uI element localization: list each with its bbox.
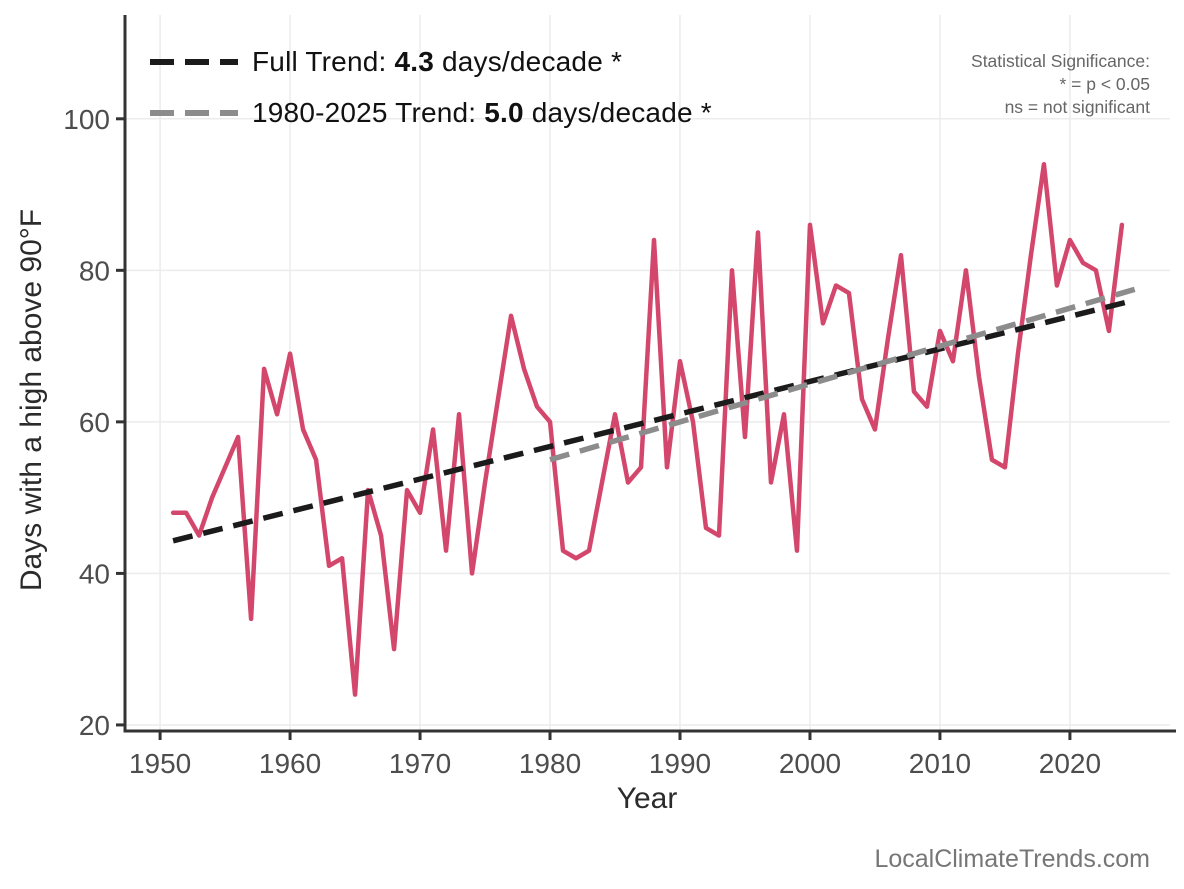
legend-recent-trend-prefix: 1980-2025 Trend: xyxy=(252,96,485,128)
watermark: LocalClimateTrends.com xyxy=(874,845,1150,873)
x-tick-label: 2020 xyxy=(1039,748,1101,779)
x-tick-label: 1950 xyxy=(129,748,191,779)
legend-full-trend-value: 4.3 xyxy=(394,45,434,77)
legend-item-full-trend: Full Trend: 4.3 days/decade * xyxy=(150,36,712,87)
legend-full-trend-suffix: days/decade * xyxy=(434,45,623,77)
x-tick-label: 1990 xyxy=(649,748,711,779)
legend-label-full-trend: Full Trend: 4.3 days/decade * xyxy=(252,46,622,78)
x-axis-title: Year xyxy=(616,782,678,815)
legend-recent-trend-value: 5.0 xyxy=(484,96,524,128)
y-tick-label: 80 xyxy=(79,255,110,286)
recent-trend-line xyxy=(549,286,1136,463)
legend-label-recent-trend: 1980-2025 Trend: 5.0 days/decade * xyxy=(252,97,712,129)
x-tick-label: 1970 xyxy=(389,748,451,779)
full-trend-line xyxy=(172,298,1131,544)
legend-recent-trend-suffix: days/decade * xyxy=(523,96,712,128)
significance-note: Statistical Significance: * = p < 0.05 n… xyxy=(971,50,1150,119)
significance-note-title: Statistical Significance: xyxy=(971,51,1150,71)
x-tick-label: 2000 xyxy=(779,748,841,779)
legend-item-recent-trend: 1980-2025 Trend: 5.0 days/decade * xyxy=(150,87,712,138)
y-tick-label: 20 xyxy=(79,710,110,741)
x-tick-label: 2010 xyxy=(909,748,971,779)
significance-note-star: * = p < 0.05 xyxy=(1059,74,1151,94)
y-tick-label: 100 xyxy=(63,104,110,135)
y-axis-title: Days with a high above 90°F xyxy=(15,208,48,592)
x-tick-label: 1960 xyxy=(259,748,321,779)
full-trend-dash-icon xyxy=(150,58,238,65)
legend-full-trend-prefix: Full Trend: xyxy=(252,45,395,77)
y-tick-label: 40 xyxy=(79,558,110,589)
recent-trend-dash-icon xyxy=(150,109,238,116)
significance-note-ns: ns = not significant xyxy=(1004,97,1150,117)
series-line xyxy=(170,162,1125,697)
legend: Full Trend: 4.3 days/decade * 1980-2025 … xyxy=(150,36,712,138)
x-tick-label: 1980 xyxy=(519,748,581,779)
y-tick-label: 60 xyxy=(79,407,110,438)
